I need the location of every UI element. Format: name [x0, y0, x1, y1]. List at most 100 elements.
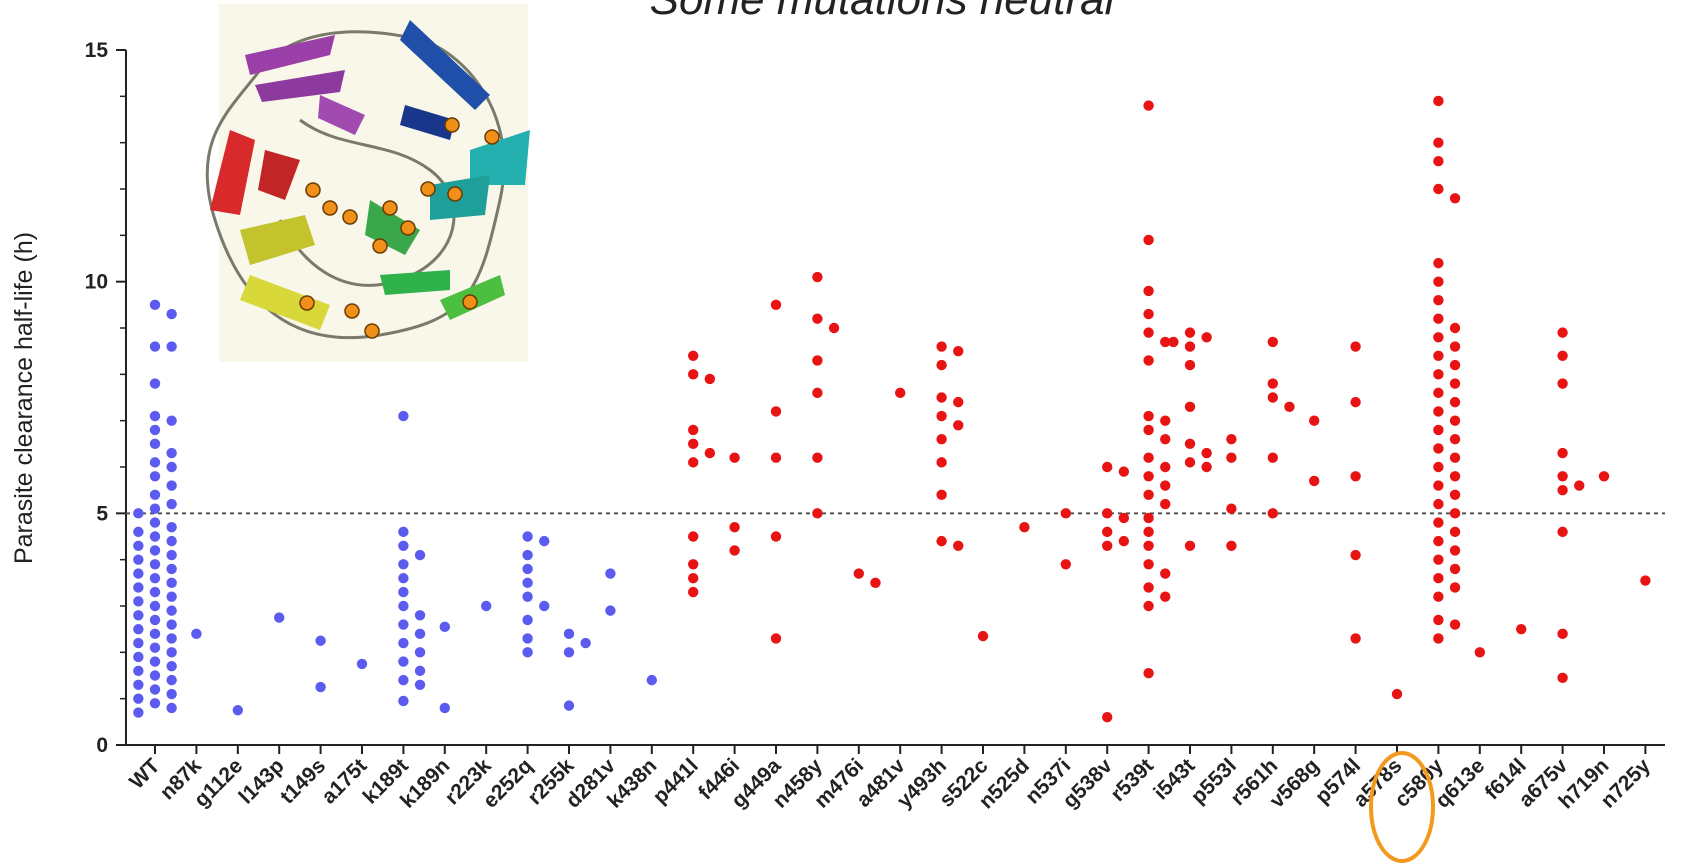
- data-point-c580y: [1449, 415, 1461, 426]
- data-point-r561h: [1267, 452, 1279, 463]
- data-point-r561h: [1267, 336, 1279, 348]
- data-point-c580y: [1433, 137, 1444, 148]
- data-point-a675v: [1557, 471, 1568, 482]
- data-point-WT: [133, 693, 144, 704]
- data-point-WT: [149, 684, 161, 695]
- data-point-c580y: [1449, 193, 1461, 204]
- data-point-h719n: [1598, 471, 1610, 482]
- data-point-WT: [166, 461, 177, 473]
- y-axis-label: Parasite clearance half-life (h): [10, 232, 38, 564]
- data-point-f446i: [729, 522, 740, 533]
- data-point-i543t: [1168, 336, 1179, 348]
- data-point-a675v: [1557, 526, 1568, 538]
- data-point-n87k: [191, 628, 202, 639]
- data-point-d281v: [605, 605, 616, 616]
- data-point-WT: [166, 522, 177, 533]
- data-point-f614l: [1516, 623, 1527, 635]
- data-point-y493h: [936, 410, 947, 422]
- data-point-r539t: [1143, 285, 1154, 297]
- data-point-WT: [133, 679, 144, 690]
- data-point-WT: [149, 545, 161, 556]
- data-point-c580y: [1433, 332, 1444, 343]
- data-point-p441l: [688, 531, 699, 542]
- data-point-a675v: [1557, 327, 1568, 338]
- data-point-WT: [149, 299, 161, 311]
- data-point-WT: [133, 665, 144, 677]
- y-tick-label: 0: [96, 734, 108, 757]
- data-point-WT: [149, 378, 161, 389]
- data-point-n458y: [812, 452, 823, 463]
- data-point-y493h: [936, 457, 947, 468]
- data-point-r539t: [1143, 540, 1154, 551]
- data-point-c580y: [1433, 517, 1444, 528]
- x-tick-label-l143p: l143p: [234, 754, 288, 808]
- data-point-e252q: [522, 531, 533, 542]
- data-point-c580y: [1449, 341, 1461, 352]
- data-point-p553l: [1226, 434, 1237, 445]
- data-point-c580y: [1433, 480, 1444, 491]
- data-point-WT: [149, 471, 161, 482]
- data-point-k189t: [398, 586, 409, 598]
- x-axis-ticks: WTn87kg112el143pt149sa175tk189tk189nr223…: [125, 745, 1655, 813]
- x-tick-label-a175t: a175t: [317, 754, 371, 808]
- data-point-p441l: [688, 350, 699, 361]
- data-point-r539t: [1143, 234, 1154, 246]
- data-point-i543t: [1201, 461, 1212, 473]
- data-point-e252q: [522, 614, 533, 626]
- data-point-c580y: [1433, 257, 1444, 269]
- data-point-WT: [149, 670, 161, 681]
- data-point-c580y: [1433, 554, 1444, 565]
- data-point-WT: [166, 549, 177, 561]
- data-point-y493h: [953, 420, 964, 431]
- data-point-c580y: [1433, 295, 1444, 306]
- data-point-v568g: [1309, 475, 1320, 487]
- data-point-k189t: [398, 600, 409, 612]
- data-point-c580y: [1449, 545, 1461, 556]
- data-point-g449a: [770, 452, 782, 463]
- data-point-r539t: [1143, 471, 1154, 482]
- data-point-e252q: [522, 591, 533, 602]
- data-point-WT: [166, 605, 177, 616]
- data-point-p553l: [1226, 540, 1237, 551]
- data-point-r539t: [1143, 667, 1154, 679]
- data-point-k189t: [398, 540, 409, 551]
- data-point-k189t: [398, 526, 409, 538]
- data-point-l143p: [274, 612, 285, 623]
- data-point-a675v: [1557, 628, 1568, 639]
- data-point-y493h: [936, 434, 947, 445]
- data-point-v568g: [1309, 415, 1320, 426]
- data-point-c580y: [1433, 573, 1444, 584]
- data-point-g538v: [1118, 535, 1130, 547]
- data-point-y493h: [936, 535, 947, 547]
- data-point-k189t: [398, 656, 409, 667]
- data-point-WT: [166, 647, 177, 658]
- data-point-p441l: [688, 573, 699, 584]
- data-point-c580y: [1433, 183, 1444, 195]
- data-point-WT: [166, 688, 177, 700]
- data-point-p574l: [1350, 341, 1361, 352]
- data-point-c580y: [1433, 406, 1444, 417]
- data-point-i543t: [1184, 327, 1196, 338]
- data-point-WT: [149, 341, 161, 352]
- data-point-r539t: [1143, 559, 1154, 570]
- data-point-p574l: [1350, 633, 1361, 644]
- data-point-i543t: [1184, 540, 1196, 551]
- data-point-p574l: [1350, 471, 1361, 482]
- data-point-r539t: [1160, 415, 1171, 426]
- data-point-WT: [149, 600, 161, 612]
- data-point-WT: [149, 489, 161, 500]
- data-point-e252q: [522, 549, 533, 561]
- data-point-c580y: [1449, 378, 1461, 389]
- data-point-WT: [166, 591, 177, 602]
- data-point-WT: [133, 568, 144, 579]
- data-point-a675v: [1557, 484, 1568, 496]
- data-point-WT: [166, 577, 177, 589]
- data-points: [133, 95, 1651, 723]
- data-point-k438n: [646, 674, 657, 686]
- data-point-i543t: [1201, 447, 1212, 459]
- data-point-WT: [166, 633, 177, 644]
- data-point-q613e: [1474, 647, 1486, 658]
- data-point-c580y: [1433, 369, 1444, 380]
- data-point-k189t: [414, 665, 426, 677]
